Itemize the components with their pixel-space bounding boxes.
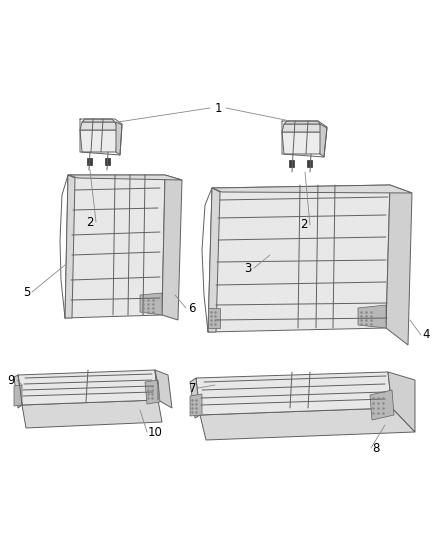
Polygon shape [105, 158, 110, 165]
Polygon shape [18, 370, 158, 405]
Polygon shape [14, 375, 22, 408]
Polygon shape [87, 158, 92, 165]
Polygon shape [386, 185, 412, 345]
Polygon shape [370, 390, 394, 420]
Polygon shape [65, 175, 75, 318]
Text: 4: 4 [422, 328, 430, 342]
Polygon shape [145, 380, 160, 404]
Polygon shape [200, 408, 415, 440]
Polygon shape [388, 372, 415, 432]
Text: 6: 6 [188, 302, 195, 314]
Polygon shape [68, 175, 182, 180]
Polygon shape [82, 119, 115, 122]
Polygon shape [208, 308, 220, 328]
Polygon shape [22, 400, 162, 428]
Polygon shape [208, 188, 220, 332]
Polygon shape [162, 175, 182, 320]
Text: 7: 7 [188, 382, 196, 394]
Polygon shape [80, 130, 118, 152]
Polygon shape [140, 293, 162, 315]
Text: 3: 3 [245, 262, 252, 274]
Polygon shape [65, 175, 165, 318]
Polygon shape [284, 121, 320, 124]
Polygon shape [155, 370, 172, 408]
Polygon shape [190, 378, 200, 418]
Polygon shape [282, 124, 322, 132]
Text: 2: 2 [86, 215, 94, 229]
Polygon shape [196, 372, 392, 415]
Text: 5: 5 [23, 286, 30, 298]
Polygon shape [116, 122, 122, 155]
Polygon shape [80, 122, 118, 130]
Polygon shape [212, 185, 412, 193]
Polygon shape [14, 385, 22, 406]
Text: 10: 10 [148, 425, 163, 439]
Polygon shape [320, 124, 327, 157]
Text: 2: 2 [300, 219, 308, 231]
Polygon shape [358, 305, 386, 328]
Polygon shape [208, 185, 390, 332]
Text: 9: 9 [7, 374, 15, 386]
Polygon shape [307, 160, 312, 167]
Text: 8: 8 [372, 441, 379, 455]
Text: 1: 1 [214, 101, 222, 115]
Polygon shape [282, 132, 322, 154]
Polygon shape [190, 394, 202, 416]
Polygon shape [289, 160, 294, 167]
